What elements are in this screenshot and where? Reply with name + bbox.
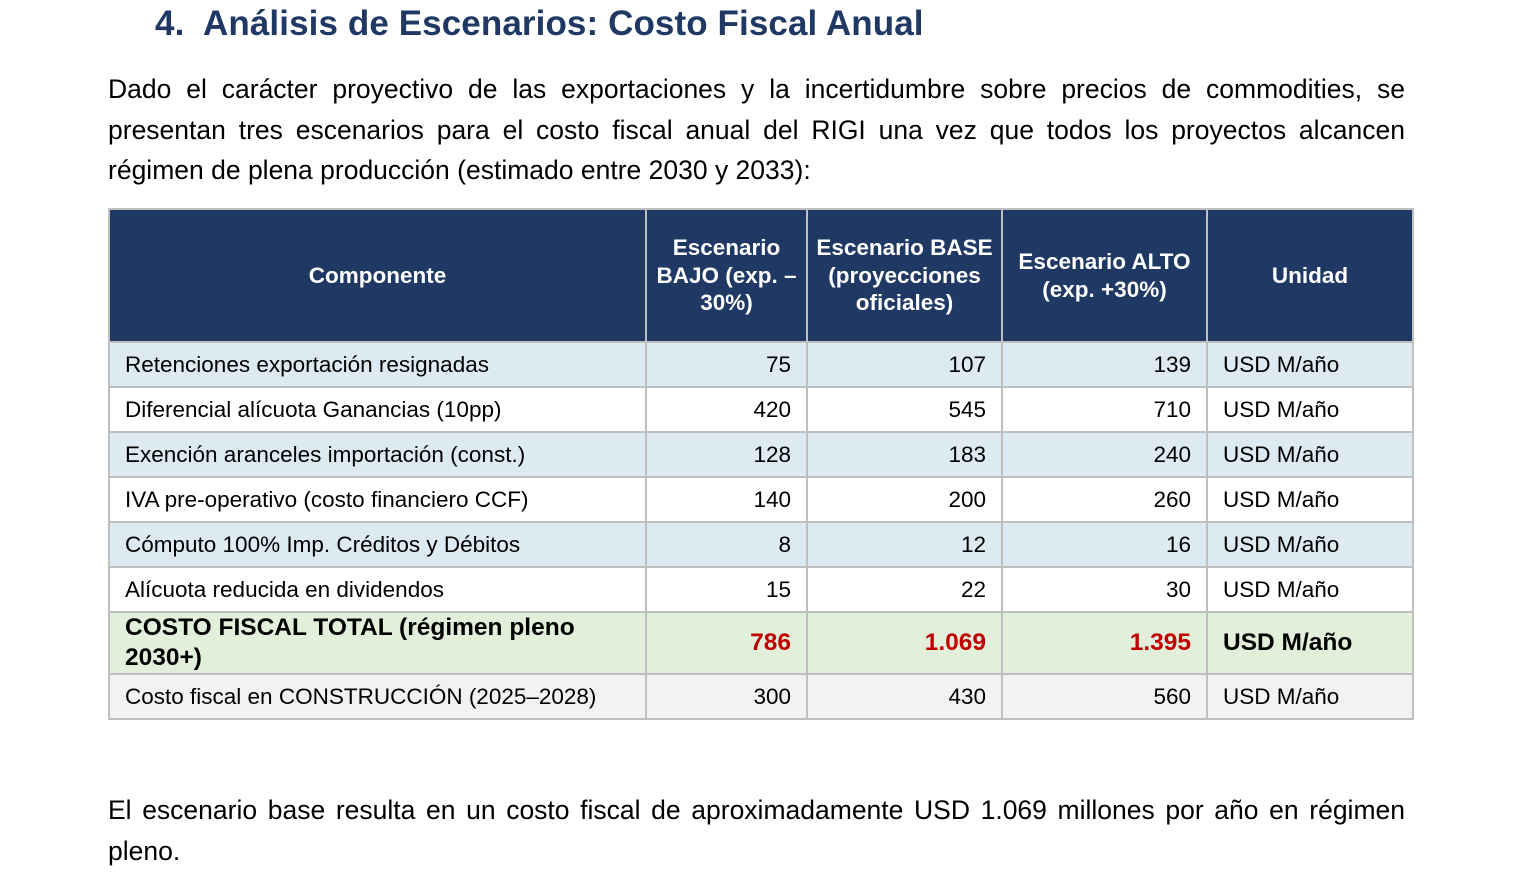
table-row: Cómputo 100% Imp. Créditos y Débitos 8 1… bbox=[108, 521, 1414, 568]
total-alto: 1.395 bbox=[1001, 611, 1208, 675]
value-unit: USD M/año bbox=[1206, 521, 1414, 568]
value-alto: 30 bbox=[1001, 566, 1208, 613]
value-unit: USD M/año bbox=[1206, 476, 1414, 523]
construction-bajo: 300 bbox=[645, 673, 808, 720]
value-base: 12 bbox=[806, 521, 1003, 568]
table-header-row: Componente Escenario BAJO (exp. –30%) Es… bbox=[108, 208, 1414, 343]
row-label: Exención aranceles importación (const.) bbox=[108, 431, 647, 478]
value-base: 200 bbox=[806, 476, 1003, 523]
value-base: 545 bbox=[806, 386, 1003, 433]
section-heading: 4. Análisis de Escenarios: Costo Fiscal A… bbox=[155, 4, 924, 44]
value-alto: 240 bbox=[1001, 431, 1208, 478]
value-alto: 16 bbox=[1001, 521, 1208, 568]
value-unit: USD M/año bbox=[1206, 386, 1414, 433]
value-bajo: 75 bbox=[645, 341, 808, 388]
construction-row: Costo fiscal en CONSTRUCCIÓN (2025–2028)… bbox=[108, 673, 1414, 720]
value-base: 183 bbox=[806, 431, 1003, 478]
construction-unit: USD M/año bbox=[1206, 673, 1414, 720]
intro-paragraph: Dado el carácter proyectivo de las expor… bbox=[108, 74, 1405, 185]
row-label: Alícuota reducida en dividendos bbox=[108, 566, 647, 613]
header-unidad: Unidad bbox=[1206, 208, 1414, 343]
total-base: 1.069 bbox=[806, 611, 1003, 675]
header-escenario-base: Escenario BASE (proyecciones oficiales) bbox=[806, 208, 1003, 343]
row-label: Retenciones exportación resignadas bbox=[108, 341, 647, 388]
construction-label: Costo fiscal en CONSTRUCCIÓN (2025–2028) bbox=[108, 673, 647, 720]
value-bajo: 15 bbox=[645, 566, 808, 613]
value-bajo: 128 bbox=[645, 431, 808, 478]
total-label: COSTO FISCAL TOTAL (régimen pleno 2030+) bbox=[108, 611, 647, 675]
total-bajo: 786 bbox=[645, 611, 808, 675]
value-alto: 710 bbox=[1001, 386, 1208, 433]
value-bajo: 8 bbox=[645, 521, 808, 568]
value-alto: 139 bbox=[1001, 341, 1208, 388]
value-base: 107 bbox=[806, 341, 1003, 388]
value-bajo: 140 bbox=[645, 476, 808, 523]
table-row: Diferencial alícuota Ganancias (10pp) 42… bbox=[108, 386, 1414, 433]
total-row: COSTO FISCAL TOTAL (régimen pleno 2030+)… bbox=[108, 611, 1414, 675]
value-unit: USD M/año bbox=[1206, 341, 1414, 388]
table-row: Exención aranceles importación (const.) … bbox=[108, 431, 1414, 478]
value-base: 22 bbox=[806, 566, 1003, 613]
table-row: IVA pre-operativo (costo financiero CCF)… bbox=[108, 476, 1414, 523]
value-alto: 260 bbox=[1001, 476, 1208, 523]
section-number: 4. bbox=[155, 4, 185, 43]
table-row: Retenciones exportación resignadas 75 10… bbox=[108, 341, 1414, 388]
header-escenario-bajo: Escenario BAJO (exp. –30%) bbox=[645, 208, 808, 343]
total-unit: USD M/año bbox=[1206, 611, 1414, 675]
row-label: Cómputo 100% Imp. Créditos y Débitos bbox=[108, 521, 647, 568]
value-unit: USD M/año bbox=[1206, 431, 1414, 478]
construction-alto: 560 bbox=[1001, 673, 1208, 720]
value-bajo: 420 bbox=[645, 386, 808, 433]
header-escenario-alto: Escenario ALTO (exp. +30%) bbox=[1001, 208, 1208, 343]
section-title: Análisis de Escenarios: Costo Fiscal Anu… bbox=[203, 4, 924, 43]
value-unit: USD M/año bbox=[1206, 566, 1414, 613]
scenario-table: Componente Escenario BAJO (exp. –30%) Es… bbox=[108, 208, 1414, 720]
conclusion-paragraph: El escenario base resulta en un costo fi… bbox=[108, 795, 1405, 866]
row-label: Diferencial alícuota Ganancias (10pp) bbox=[108, 386, 647, 433]
table-row: Alícuota reducida en dividendos 15 22 30… bbox=[108, 566, 1414, 613]
row-label: IVA pre-operativo (costo financiero CCF) bbox=[108, 476, 647, 523]
construction-base: 430 bbox=[806, 673, 1003, 720]
header-componente: Componente bbox=[108, 208, 647, 343]
